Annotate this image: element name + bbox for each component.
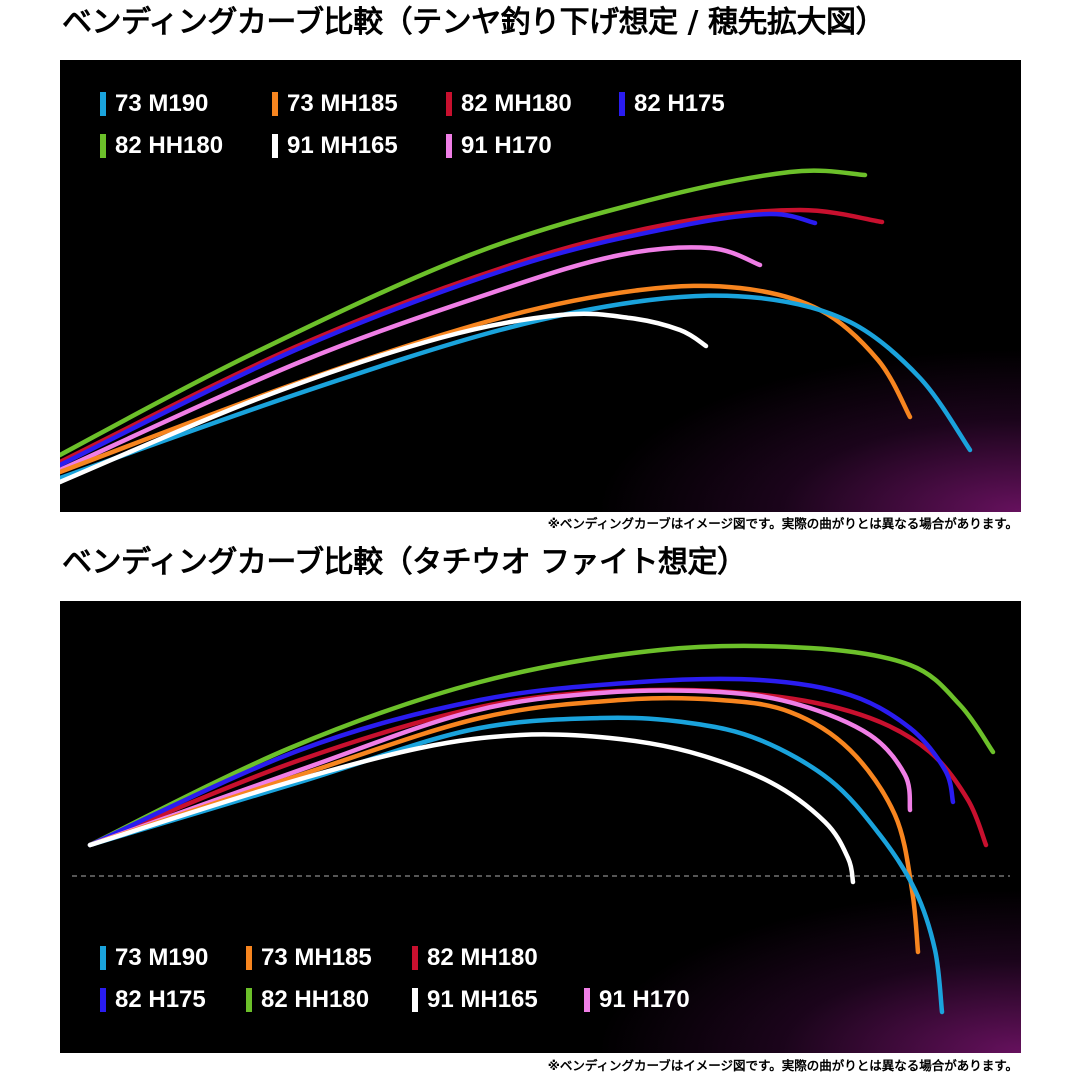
legend-label: 73 M190 — [115, 944, 209, 971]
legend-label: 91 MH165 — [427, 986, 538, 1013]
legend-swatch — [272, 92, 278, 116]
legend-item-73-mh185: 73 MH185 — [272, 91, 398, 117]
legend-swatch — [412, 988, 418, 1012]
chart-panel-top: 73 M190 73 MH185 82 MH180 82 H175 82 HH180 91… — [60, 60, 1021, 512]
legend-swatch — [619, 92, 625, 116]
legend-label: 91 MH165 — [287, 132, 398, 159]
legend-item-82-hh180: 82 HH180 — [246, 987, 369, 1013]
legend-label: 73 MH185 — [287, 90, 398, 117]
curve-73-m190 — [60, 293, 973, 481]
legend-item-91-mh165: 91 MH165 — [412, 987, 538, 1013]
chart-title-top: ベンディングカーブ比較（テンヤ釣り下げ想定 / 穂先拡大図） — [62, 5, 885, 40]
legend-label: 82 HH180 — [115, 132, 224, 159]
legend-item-82-hh180: 82 HH180 — [100, 133, 223, 159]
curve-73-mh185 — [60, 283, 913, 475]
legend-item-73-m190: 73 M190 — [100, 945, 208, 971]
legend-swatch — [246, 988, 252, 1012]
legend-item-91-h170: 91 H170 — [446, 133, 552, 159]
legend-label: 73 M190 — [115, 90, 209, 117]
curve-91-mh165 — [60, 311, 709, 485]
legend-label: 91 H170 — [599, 986, 690, 1013]
legend-swatch — [100, 134, 106, 158]
curve-91-mh165 — [87, 732, 856, 885]
curve-82-h175 — [87, 676, 956, 848]
curve-82-h175 — [60, 211, 818, 468]
curve-91-h170 — [87, 688, 913, 848]
legend-item-91-mh165: 91 MH165 — [272, 133, 398, 159]
curve-91-h170 — [60, 245, 763, 473]
legend-swatch — [100, 92, 106, 116]
legend-label: 91 H170 — [461, 132, 552, 159]
curve-82-mh180 — [87, 687, 989, 848]
legend-label: 82 MH180 — [427, 944, 538, 971]
bending-curve-chart-bottom — [72, 643, 1010, 1015]
legend-swatch — [246, 946, 252, 970]
curve-82-hh180 — [60, 168, 868, 458]
legend-label: 82 H175 — [634, 90, 725, 117]
chart-title-bottom: ベンディングカーブ比較（タチウオ ファイト想定） — [62, 545, 747, 580]
legend-label: 73 MH185 — [261, 944, 372, 971]
curve-73-mh185 — [87, 695, 921, 955]
legend-swatch — [446, 92, 452, 116]
legend-swatch — [584, 988, 590, 1012]
chart-note-bottom: ※ベンディングカーブはイメージ図です。実際の曲がりとは異なる場合があります。 — [547, 1058, 1018, 1073]
curve-82-mh180 — [60, 207, 885, 465]
legend-item-91-h170: 91 H170 — [584, 987, 690, 1013]
legend-swatch — [100, 988, 106, 1012]
legend-item-82-h175: 82 H175 — [100, 987, 206, 1013]
legend-label: 82 HH180 — [261, 986, 370, 1013]
legend-swatch — [272, 134, 278, 158]
curve-82-hh180 — [87, 643, 996, 848]
legend-swatch — [100, 946, 106, 970]
legend-item-82-h175: 82 H175 — [619, 91, 725, 117]
chart-panel-bottom: 73 M190 73 MH185 82 MH180 82 H175 82 HH180 91… — [60, 601, 1021, 1053]
legend-swatch — [412, 946, 418, 970]
legend-item-73-m190: 73 M190 — [100, 91, 208, 117]
legend-item-82-mh180: 82 MH180 — [446, 91, 572, 117]
legend-item-73-mh185: 73 MH185 — [246, 945, 372, 971]
legend-item-82-mh180: 82 MH180 — [412, 945, 538, 971]
chart-note-top: ※ベンディングカーブはイメージ図です。実際の曲がりとは異なる場合があります。 — [547, 516, 1018, 531]
legend-swatch — [446, 134, 452, 158]
bending-curve-chart-top — [60, 168, 973, 485]
legend-label: 82 H175 — [115, 986, 206, 1013]
legend-label: 82 MH180 — [461, 90, 572, 117]
